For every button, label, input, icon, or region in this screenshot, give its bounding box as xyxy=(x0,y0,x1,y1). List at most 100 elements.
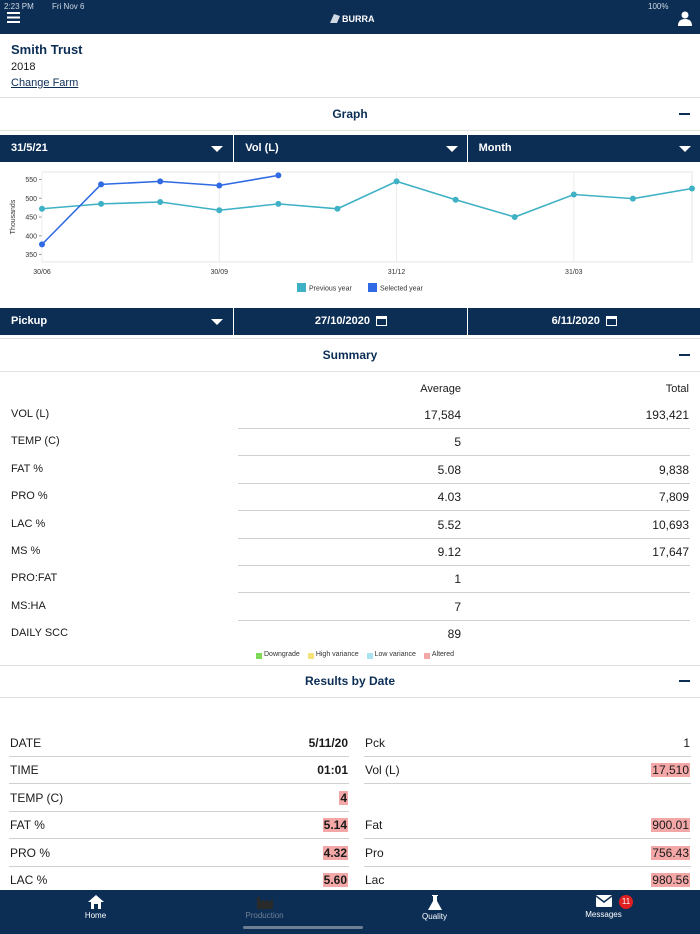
caret xyxy=(678,146,691,152)
tab-label: Quality xyxy=(422,912,447,921)
point xyxy=(39,241,45,248)
dropdown[interactable]: Pickup xyxy=(0,308,233,335)
point xyxy=(570,191,577,198)
result-value: 01:01 xyxy=(317,763,348,778)
point xyxy=(452,196,459,203)
top-bar: 2:23 PM Fri Nov 6 100% BURRA xyxy=(0,0,700,34)
legend-swatch xyxy=(256,653,262,659)
legend-swatch xyxy=(366,653,373,659)
legend-swatch xyxy=(307,653,314,659)
total: 7,809 xyxy=(658,490,689,505)
dropdown[interactable]: 6/11/2020 xyxy=(466,308,700,335)
point xyxy=(39,205,45,212)
row-separator xyxy=(238,510,690,512)
row-separator xyxy=(364,865,691,867)
dropdown[interactable]: Month xyxy=(466,135,700,162)
point xyxy=(157,199,164,205)
result-label: Vol (L) xyxy=(365,763,400,778)
y-axis-title: Thousands xyxy=(10,199,17,234)
row-separator xyxy=(9,783,349,785)
average: 9.12 xyxy=(437,545,461,559)
badge: 11 xyxy=(619,895,633,909)
tab-label: Messages xyxy=(585,910,622,919)
collapse-icon[interactable] xyxy=(679,113,690,115)
row-separator xyxy=(238,592,690,594)
point xyxy=(629,195,636,202)
pickup-filters: Pickup 27/10/2020 6/11/2020 xyxy=(0,308,700,335)
section-title: Summary xyxy=(322,348,378,362)
divider xyxy=(0,97,700,98)
point xyxy=(334,205,341,212)
result-label: Fat xyxy=(365,818,383,833)
total: 193,421 xyxy=(645,408,689,422)
average: 5.52 xyxy=(437,517,461,532)
dropdown[interactable]: 27/10/2020 xyxy=(233,308,467,335)
average: 4.03 xyxy=(437,490,461,505)
logo: BURRA xyxy=(342,14,375,24)
row-label: TEMP (C) xyxy=(11,435,60,448)
farm-name: Smith Trust xyxy=(11,42,83,57)
column-header: Average xyxy=(420,383,461,395)
dropdown-label: 6/11/2020 xyxy=(551,315,600,327)
row-label: FAT % xyxy=(11,462,43,475)
change-farm-link[interactable]: Change Farm xyxy=(11,77,79,89)
point xyxy=(157,178,164,185)
average: 7 xyxy=(454,599,461,614)
point xyxy=(98,200,105,207)
result-value: 1 xyxy=(683,736,690,750)
dropdown[interactable]: Vol (L) xyxy=(233,135,467,162)
y-tick-label: 550 xyxy=(25,177,37,184)
result-label: Lac xyxy=(365,873,385,887)
result-value: 756.43 xyxy=(651,845,690,860)
row-label: LAC % xyxy=(11,517,46,530)
calendar-icon xyxy=(605,316,617,326)
result-label: LAC % xyxy=(10,873,48,887)
result-value: 5.14 xyxy=(322,818,348,833)
collapse-icon[interactable] xyxy=(679,680,690,682)
legend-label: High variance xyxy=(315,651,359,658)
dropdown-label: Pickup xyxy=(11,315,48,327)
row-separator xyxy=(9,810,349,812)
x-tick-label: 30/09 xyxy=(211,269,229,276)
total: 10,693 xyxy=(652,517,689,532)
result-label: Pck xyxy=(365,736,386,750)
result-value: 5/11/20 xyxy=(308,736,348,750)
tab-production[interactable]: Production xyxy=(177,890,352,934)
farm-year: 2018 xyxy=(11,61,36,73)
row-label: DAILY SCC xyxy=(11,627,69,640)
home-icon xyxy=(87,895,104,909)
logo-mark xyxy=(330,14,340,23)
dropdown-label: 31/5/21 xyxy=(11,142,48,154)
x-tick-label: 30/06 xyxy=(33,269,51,276)
series-line xyxy=(41,180,693,218)
dropdown-label: 27/10/2020 xyxy=(314,315,370,327)
calendar-icon xyxy=(375,316,387,326)
section-title: Graph xyxy=(332,107,368,121)
point xyxy=(393,178,400,185)
row-label: MS % xyxy=(11,545,41,557)
series-line xyxy=(41,174,279,245)
row-separator xyxy=(238,619,690,621)
average: 89 xyxy=(447,627,461,642)
point xyxy=(216,182,223,189)
caret xyxy=(211,146,224,152)
result-value: 5.60 xyxy=(322,873,348,887)
divider xyxy=(0,338,700,339)
row-separator xyxy=(9,865,349,867)
tab-home[interactable]: Home xyxy=(8,890,183,934)
average: 5.08 xyxy=(437,462,461,477)
tab-label: Production xyxy=(245,911,284,920)
point xyxy=(216,207,223,214)
tab-quality[interactable]: Quality xyxy=(347,890,522,934)
collapse-icon[interactable] xyxy=(679,354,690,356)
row-separator xyxy=(364,783,691,785)
profile-icon[interactable] xyxy=(678,11,692,26)
tab-messages[interactable]: Messages xyxy=(516,890,691,934)
result-label: DATE xyxy=(10,736,42,750)
legend-swatch xyxy=(368,283,377,292)
dropdown-label: Month xyxy=(478,142,512,154)
legend-label: Selected year xyxy=(380,286,423,293)
point xyxy=(511,214,518,220)
menu-icon[interactable] xyxy=(7,12,20,23)
dropdown[interactable]: 31/5/21 xyxy=(0,135,233,162)
